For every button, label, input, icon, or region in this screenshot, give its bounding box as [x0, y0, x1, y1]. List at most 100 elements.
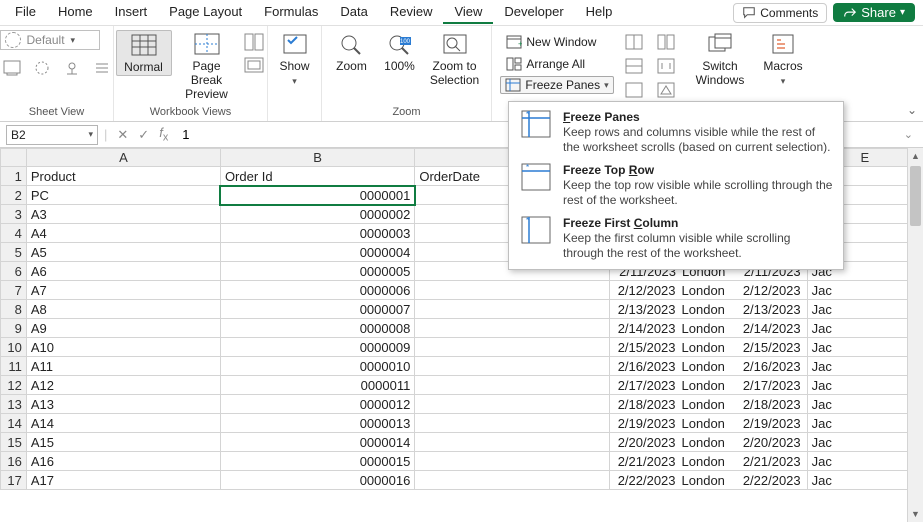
- zoom-button[interactable]: Zoom: [330, 30, 374, 74]
- row-header-10[interactable]: 10: [1, 338, 27, 357]
- cell[interactable]: 0000013: [220, 414, 414, 433]
- freeze-panes-button[interactable]: Freeze Panes ▾: [500, 76, 613, 94]
- cell[interactable]: 0000014: [220, 433, 414, 452]
- menu-home[interactable]: Home: [47, 1, 104, 24]
- cell[interactable]: 0000011: [220, 376, 414, 395]
- cell[interactable]: Order Id: [220, 167, 414, 186]
- cell[interactable]: A8: [26, 300, 220, 319]
- menu-developer[interactable]: Developer: [493, 1, 574, 24]
- split-button[interactable]: [622, 32, 646, 52]
- cell[interactable]: A7: [26, 281, 220, 300]
- cell[interactable]: 2/17/20232/17/2023London: [610, 376, 807, 395]
- view-side-by-side-button[interactable]: [654, 32, 678, 52]
- cell[interactable]: 0000003: [220, 224, 414, 243]
- cell[interactable]: Product: [26, 167, 220, 186]
- page-layout-button[interactable]: [242, 32, 266, 52]
- row-header-2[interactable]: 2: [1, 186, 27, 205]
- col-header-B[interactable]: B: [220, 149, 414, 167]
- cell[interactable]: [415, 357, 610, 376]
- unhide-button[interactable]: [622, 80, 646, 100]
- cell[interactable]: Jac: [807, 433, 922, 452]
- cell[interactable]: 0000012: [220, 395, 414, 414]
- cell[interactable]: Jac: [807, 376, 922, 395]
- row-header-9[interactable]: 9: [1, 319, 27, 338]
- collapse-ribbon-button[interactable]: ⌄: [907, 103, 917, 117]
- cell[interactable]: A9: [26, 319, 220, 338]
- arrange-all-button[interactable]: Arrange All: [500, 54, 613, 74]
- row-header-16[interactable]: 16: [1, 452, 27, 471]
- menu-formulas[interactable]: Formulas: [253, 1, 329, 24]
- cell[interactable]: 0000004: [220, 243, 414, 262]
- row-header-6[interactable]: 6: [1, 262, 27, 281]
- cell[interactable]: [415, 338, 610, 357]
- new-window-button[interactable]: + New Window: [500, 32, 613, 52]
- cell[interactable]: A14: [26, 414, 220, 433]
- cell[interactable]: Jac: [807, 300, 922, 319]
- cell[interactable]: A13: [26, 395, 220, 414]
- scroll-up-icon[interactable]: ▲: [908, 148, 923, 164]
- reset-position-button[interactable]: [654, 80, 678, 100]
- cell[interactable]: 0000016: [220, 471, 414, 490]
- cell[interactable]: A15: [26, 433, 220, 452]
- cell[interactable]: Jac: [807, 338, 922, 357]
- cell[interactable]: Jac: [807, 395, 922, 414]
- row-header-7[interactable]: 7: [1, 281, 27, 300]
- cell[interactable]: A17: [26, 471, 220, 490]
- cell[interactable]: A11: [26, 357, 220, 376]
- row-header-11[interactable]: 11: [1, 357, 27, 376]
- cell[interactable]: 0000001: [220, 186, 414, 205]
- cell[interactable]: 2/16/20232/16/2023London: [610, 357, 807, 376]
- sheetview-selector[interactable]: Default ▾: [0, 30, 100, 50]
- cell[interactable]: A12: [26, 376, 220, 395]
- cell[interactable]: A4: [26, 224, 220, 243]
- cell[interactable]: 2/21/20232/21/2023London: [610, 452, 807, 471]
- freeze-menu-item-1[interactable]: * Freeze Top Row Keep the top row visibl…: [509, 159, 843, 212]
- row-header-12[interactable]: 12: [1, 376, 27, 395]
- expand-formula-bar-button[interactable]: ⌄: [904, 128, 917, 141]
- menu-view[interactable]: View: [443, 1, 493, 24]
- sync-scroll-button[interactable]: [654, 56, 678, 76]
- share-button[interactable]: Share ▾: [833, 3, 915, 22]
- menu-review[interactable]: Review: [379, 1, 444, 24]
- cell[interactable]: 2/18/20232/18/2023London: [610, 395, 807, 414]
- cell[interactable]: Jac: [807, 319, 922, 338]
- cell[interactable]: 0000005: [220, 262, 414, 281]
- hide-button[interactable]: [622, 56, 646, 76]
- cell[interactable]: 0000008: [220, 319, 414, 338]
- exit-sheetview-button[interactable]: [30, 58, 54, 78]
- cell[interactable]: Jac: [807, 357, 922, 376]
- menu-page-layout[interactable]: Page Layout: [158, 1, 253, 24]
- zoom-100-button[interactable]: 100 100%: [378, 30, 422, 74]
- macros-button[interactable]: Macros ▾: [758, 30, 808, 86]
- switch-windows-button[interactable]: Switch Windows: [690, 30, 750, 88]
- cell[interactable]: [415, 433, 610, 452]
- menu-data[interactable]: Data: [329, 1, 378, 24]
- cell[interactable]: [415, 471, 610, 490]
- row-header-15[interactable]: 15: [1, 433, 27, 452]
- cell[interactable]: [415, 300, 610, 319]
- page-break-preview-button[interactable]: Page Break Preview: [176, 30, 238, 101]
- cell[interactable]: 2/13/20232/13/2023London: [610, 300, 807, 319]
- row-header-13[interactable]: 13: [1, 395, 27, 414]
- row-header-4[interactable]: 4: [1, 224, 27, 243]
- scroll-thumb[interactable]: [910, 166, 921, 226]
- normal-view-button[interactable]: Normal: [116, 30, 172, 76]
- freeze-menu-item-2[interactable]: * Freeze First Column Keep the first col…: [509, 212, 843, 265]
- cell[interactable]: 2/14/20232/14/2023London: [610, 319, 807, 338]
- row-header-5[interactable]: 5: [1, 243, 27, 262]
- cell[interactable]: 2/15/20232/15/2023London: [610, 338, 807, 357]
- menu-file[interactable]: File: [4, 1, 47, 24]
- col-header-A[interactable]: A: [26, 149, 220, 167]
- row-header-1[interactable]: 1: [1, 167, 27, 186]
- cell[interactable]: PC: [26, 186, 220, 205]
- cell[interactable]: [415, 414, 610, 433]
- name-box[interactable]: B2 ▾: [6, 125, 98, 145]
- comments-button[interactable]: Comments: [733, 3, 827, 23]
- cancel-formula-icon[interactable]: ✕: [113, 127, 132, 143]
- cell[interactable]: A16: [26, 452, 220, 471]
- row-header-14[interactable]: 14: [1, 414, 27, 433]
- options-sheetview-button[interactable]: [90, 58, 114, 78]
- cell[interactable]: A10: [26, 338, 220, 357]
- cell[interactable]: 0000006: [220, 281, 414, 300]
- cell[interactable]: [415, 452, 610, 471]
